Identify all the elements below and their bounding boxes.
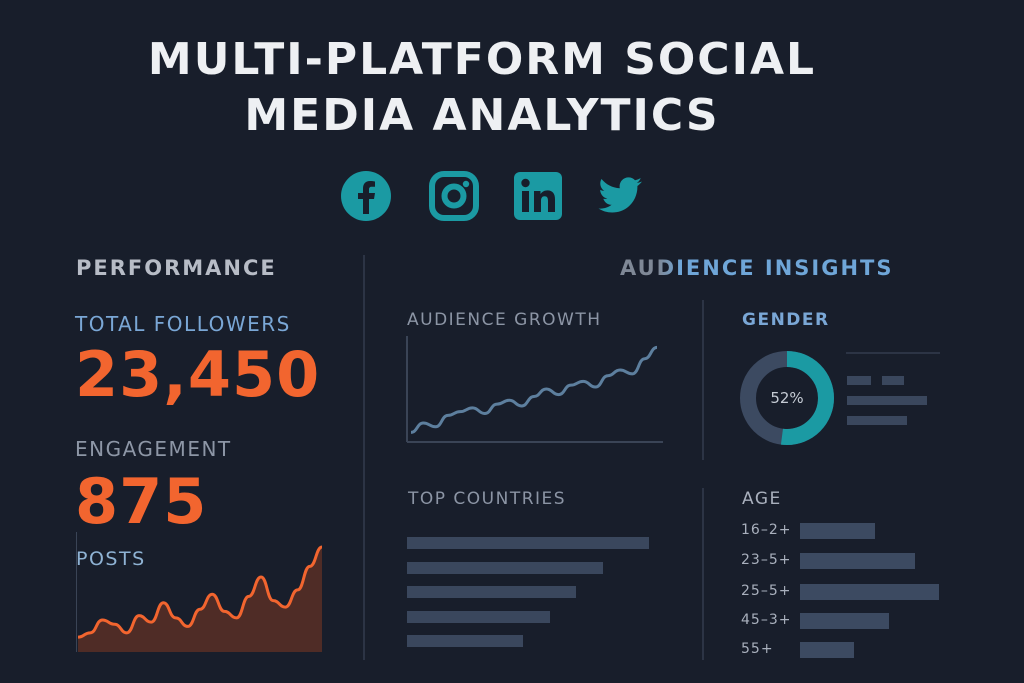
age-row-label: 16–2+ (741, 522, 792, 538)
age-row-label: 55+ (741, 641, 774, 657)
country-bar (407, 635, 524, 647)
section-divider (363, 255, 365, 660)
audience-divider-bottom (702, 488, 704, 660)
audience-insights-title: AUDIENCE INSIGHTS (620, 256, 894, 280)
engagement-value: 875 (75, 465, 208, 538)
gender-donut: 52% (740, 351, 834, 445)
country-bar (407, 561, 604, 574)
total-followers-label: TOTAL FOLLOWERS (75, 312, 291, 336)
gender-legend-bar (847, 416, 907, 425)
posts-chart (76, 532, 323, 652)
gender-donut-segment (740, 351, 834, 445)
age-label: AGE (742, 489, 782, 509)
gender-legend-rule (846, 352, 940, 354)
age-row-label: 23–5+ (741, 552, 792, 568)
audience-growth-chart (406, 336, 663, 443)
country-bar (407, 610, 550, 623)
posts-label: POSTS (76, 548, 146, 570)
age-row-label: 45–3+ (741, 612, 792, 628)
age-row-bar (800, 642, 855, 658)
country-bar (407, 537, 649, 549)
page-title-line1: MULTI-PLATFORM SOCIAL (147, 34, 817, 85)
facebook-icon[interactable] (340, 170, 392, 222)
performance-title: PERFORMANCE (76, 256, 277, 280)
instagram-icon[interactable] (428, 170, 480, 222)
gender-legend-bar (847, 376, 871, 385)
gender-label: GENDER (742, 310, 830, 330)
age-row-label: 25–5+ (741, 583, 792, 599)
page-title: MULTI-PLATFORM SOCIAL MEDIA ANALYTICS (0, 32, 964, 144)
age-row-bar (800, 553, 916, 569)
top-countries-label: TOP COUNTRIES (408, 489, 567, 509)
engagement-label: ENGAGEMENT (75, 437, 232, 461)
age-row-bar (800, 584, 939, 600)
page-title-line2: MEDIA ANALYTICS (244, 90, 720, 141)
age-row-bar (800, 613, 889, 629)
gender-center-value: 52% (770, 389, 803, 407)
age-row-bar (800, 523, 876, 539)
country-bar (407, 586, 577, 598)
total-followers-value: 23,450 (75, 338, 321, 411)
audience-growth-label: AUDIENCE GROWTH (407, 310, 602, 330)
gender-legend-bar (847, 396, 927, 405)
linkedin-icon[interactable] (512, 170, 564, 222)
posts-area-fill (78, 547, 322, 652)
twitter-icon[interactable] (594, 170, 646, 222)
posts-series-line (77, 545, 323, 639)
gender-legend-bar (882, 376, 904, 385)
growth-series-line (410, 345, 658, 434)
audience-divider-top (702, 300, 704, 460)
